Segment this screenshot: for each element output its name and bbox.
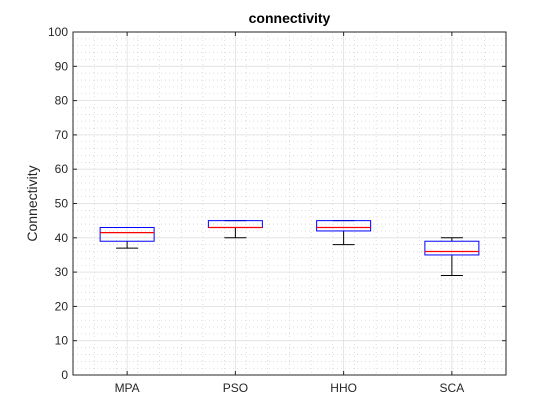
x-tick-label: PSO	[223, 381, 248, 395]
box-iqr	[424, 240, 480, 256]
y-tick-label: 30	[55, 265, 69, 279]
box-hho	[316, 220, 372, 246]
x-tick-label: SCA	[440, 381, 465, 395]
y-tick-label: 80	[55, 94, 69, 108]
y-tick-label: 90	[55, 59, 69, 73]
y-tick-label: 20	[55, 299, 69, 313]
box-iqr	[316, 220, 372, 232]
y-tick-label: 50	[55, 197, 69, 211]
box-mpa	[99, 227, 155, 249]
box-iqr	[99, 227, 155, 242]
box-sca	[424, 237, 480, 277]
chart-title: connectivity	[249, 10, 331, 26]
x-tick-label: HHO	[330, 381, 357, 395]
y-tick-label: 0	[61, 368, 68, 382]
y-tick-label: 70	[55, 128, 69, 142]
y-tick-label: 40	[55, 231, 69, 245]
y-tick-label: 100	[48, 25, 68, 39]
y-tick-label: 60	[55, 162, 69, 176]
y-tick-label: 10	[55, 334, 69, 348]
ticks-group: 0 10 20 30 40 50 60 70 80 90 100 MPA PSO HHO SCA	[48, 25, 506, 395]
box-pso	[207, 220, 263, 239]
y-axis-label: Connectivity	[24, 165, 40, 241]
boxes-group	[99, 220, 480, 277]
x-tick-label: MPA	[115, 381, 140, 395]
